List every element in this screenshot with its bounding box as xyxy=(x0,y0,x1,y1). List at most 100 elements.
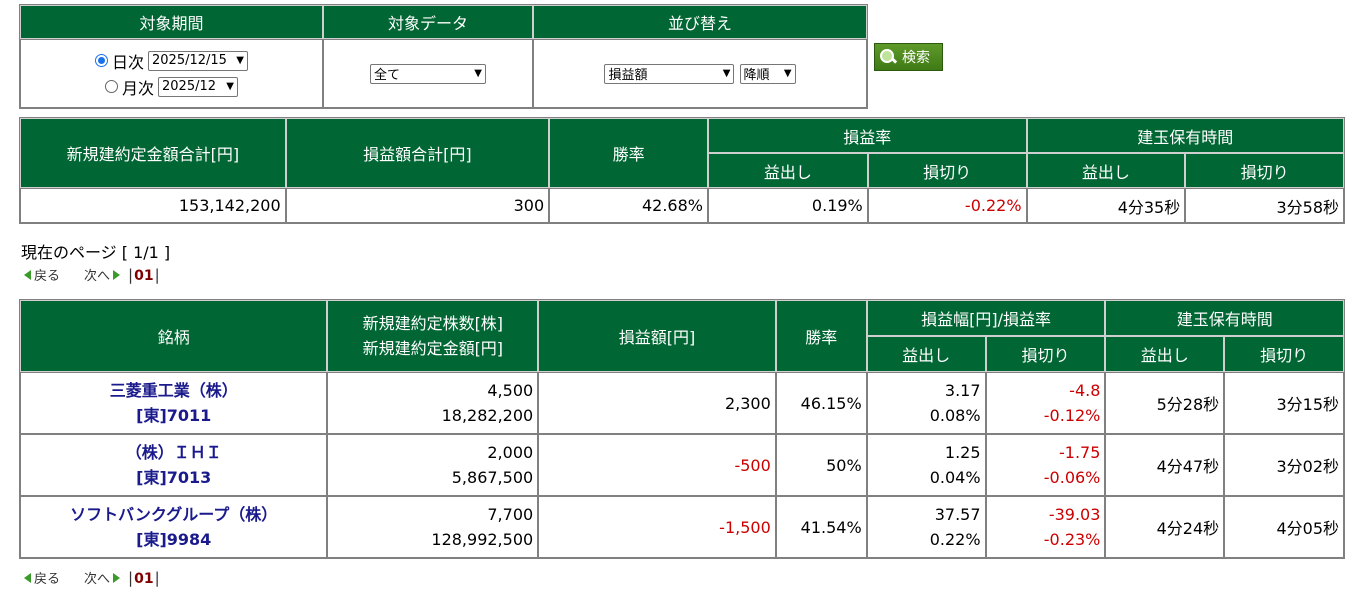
win-header: 勝率 xyxy=(775,300,867,372)
loss-range-cell: -1.75 -0.06% xyxy=(985,434,1106,496)
profit-range-value: 3.17 xyxy=(944,381,981,400)
magnifier-icon xyxy=(879,48,897,66)
table-row: （株）ＩＨＩ [東]7013 2,000 5,867,500 -500 50% 1.… xyxy=(20,434,1344,496)
time-profit-value: 4分35秒 xyxy=(1026,188,1186,223)
total-pl-value: 300 xyxy=(285,188,550,223)
chevron-down-icon: ▼ xyxy=(783,68,792,79)
stock-cell: （株）ＩＨＩ [東]7013 xyxy=(20,434,328,496)
monthly-option[interactable]: 月次 2025/12 ▼ xyxy=(22,74,321,100)
stock-code-link[interactable]: [東]7011 xyxy=(136,406,212,425)
loss-rate-value: -0.12% xyxy=(1043,406,1101,425)
time-loss-value: 3分58秒 xyxy=(1185,188,1344,223)
daily-option[interactable]: 日次 2025/12/15 ▼ xyxy=(22,48,321,74)
triangle-right-icon xyxy=(113,269,121,280)
sort-key-value: 損益額 xyxy=(608,68,648,83)
daily-label: 日次 xyxy=(111,52,144,72)
rate-profit-header: 益出し xyxy=(707,153,868,188)
rate-loss-value: -0.22% xyxy=(867,188,1027,223)
range-loss-header: 損切り xyxy=(985,336,1106,372)
summary-table: 新規建約定金額合計[円] 損益額合計[円] 勝率 損益率 建玉保有時間 益出し … xyxy=(19,117,1345,224)
range-profit-header: 益出し xyxy=(866,336,986,372)
amount-value: 5,867,500 xyxy=(451,468,534,487)
pl-rate-header: 損益率 xyxy=(707,118,1027,153)
monthly-date-select[interactable]: 2025/12 ▼ xyxy=(158,76,238,97)
shares-value: 2,000 xyxy=(487,443,534,462)
chevron-down-icon: ▼ xyxy=(236,55,244,66)
pager-top: 戻る 次へ |01| xyxy=(24,265,160,284)
sort-cell: 損益額 ▼ 降順 ▼ xyxy=(533,39,867,108)
table-row: ソフトバンクグループ（株） [東]9984 7,700 128,992,500 -1… xyxy=(20,496,1344,558)
monthly-radio[interactable] xyxy=(104,80,118,93)
triangle-left-icon xyxy=(24,572,31,583)
stock-name-link[interactable]: （株）ＩＨＩ xyxy=(125,443,222,462)
search-button[interactable]: 検索 xyxy=(874,43,943,71)
loss-rate-value: -0.23% xyxy=(1043,530,1101,549)
shares-amount-cell: 7,700 128,992,500 xyxy=(327,496,539,558)
profit-range-cell: 3.17 0.08% xyxy=(866,372,986,434)
hold-header: 建玉保有時間 xyxy=(1105,300,1344,336)
period-cell: 日次 2025/12/15 ▼ 月次 2025/12 ▼ xyxy=(20,39,323,108)
data-header: 対象データ xyxy=(323,5,533,39)
total-amount-header: 新規建約定金額合計[円] xyxy=(20,118,286,188)
back-link[interactable]: 戻る xyxy=(24,265,60,284)
shares-amount-cell: 2,000 5,867,500 xyxy=(327,434,539,496)
sort-key-select[interactable]: 損益額 ▼ xyxy=(604,63,735,84)
win-rate-value: 42.68% xyxy=(549,188,708,223)
loss-range-cell: -4.8 -0.12% xyxy=(985,372,1106,434)
total-pl-header: 損益額合計[円] xyxy=(285,118,550,188)
monthly-date-value: 2025/12 xyxy=(162,79,217,94)
data-select-value: 全て xyxy=(374,68,401,83)
page-list: |01| xyxy=(128,265,160,284)
next-label: 次へ xyxy=(84,269,111,284)
daily-date-value: 2025/12/15 xyxy=(152,53,227,68)
shares-amount-header: 新規建約定株数[株] 新規建約定金額[円] xyxy=(327,300,539,372)
win-rate-header: 勝率 xyxy=(549,118,708,188)
amount-header: 新規建約定金額[円] xyxy=(362,339,504,358)
rate-profit-value: 0.19% xyxy=(707,188,868,223)
pl-value: -1,500 xyxy=(538,496,776,558)
time-loss-header: 損切り xyxy=(1185,153,1344,188)
back-label: 戻る xyxy=(34,269,61,284)
current-page-label: 現在のページ [ 1/1 ] xyxy=(21,243,171,262)
daily-radio[interactable] xyxy=(94,54,108,67)
table-row: 三菱重工業（株） [東]7011 4,500 18,282,200 2,300 46… xyxy=(20,372,1344,434)
profit-rate-value: 0.04% xyxy=(929,468,981,487)
next-link[interactable]: 次へ xyxy=(84,265,121,284)
back-link[interactable]: 戻る xyxy=(24,568,60,587)
data-select[interactable]: 全て ▼ xyxy=(370,63,486,84)
pl-value: 2,300 xyxy=(538,372,776,434)
profit-range-cell: 37.57 0.22% xyxy=(866,496,986,558)
loss-range-value: -39.03 xyxy=(1048,505,1101,524)
stock-name-link[interactable]: 三菱重工業（株） xyxy=(109,381,238,400)
profit-range-value: 37.57 xyxy=(934,505,981,524)
loss-range-cell: -39.03 -0.23% xyxy=(985,496,1106,558)
loss-range-value: -1.75 xyxy=(1058,443,1101,462)
profit-range-cell: 1.25 0.04% xyxy=(866,434,986,496)
hold-profit-value: 5分28秒 xyxy=(1105,372,1225,434)
chevron-down-icon: ▼ xyxy=(722,68,731,79)
sort-order-select[interactable]: 降順 ▼ xyxy=(739,63,796,84)
page-link[interactable]: 01 xyxy=(134,267,154,284)
hold-time-header: 建玉保有時間 xyxy=(1026,118,1344,153)
page-link[interactable]: 01 xyxy=(134,570,154,587)
stock-code-link[interactable]: [東]9984 xyxy=(136,530,212,549)
loss-rate-value: -0.06% xyxy=(1043,468,1101,487)
sort-header: 並び替え xyxy=(533,5,867,39)
monthly-label: 月次 xyxy=(121,78,154,98)
shares-amount-cell: 4,500 18,282,200 xyxy=(327,372,539,434)
triangle-right-icon xyxy=(113,572,121,583)
stock-code-link[interactable]: [東]7013 xyxy=(136,468,212,487)
daily-date-select[interactable]: 2025/12/15 ▼ xyxy=(148,50,248,71)
next-link[interactable]: 次へ xyxy=(84,568,121,587)
period-header: 対象期間 xyxy=(20,5,323,39)
shares-header: 新規建約定株数[株] xyxy=(362,314,504,333)
pl-header: 損益額[円] xyxy=(538,300,776,372)
profit-rate-value: 0.22% xyxy=(929,530,981,549)
win-value: 41.54% xyxy=(775,496,867,558)
hold-profit-value: 4分24秒 xyxy=(1105,496,1225,558)
name-header: 銘柄 xyxy=(20,300,328,372)
triangle-left-icon xyxy=(24,269,31,280)
rate-loss-header: 損切り xyxy=(867,153,1027,188)
shares-value: 4,500 xyxy=(487,381,534,400)
stock-name-link[interactable]: ソフトバンクグループ（株） xyxy=(70,505,278,524)
